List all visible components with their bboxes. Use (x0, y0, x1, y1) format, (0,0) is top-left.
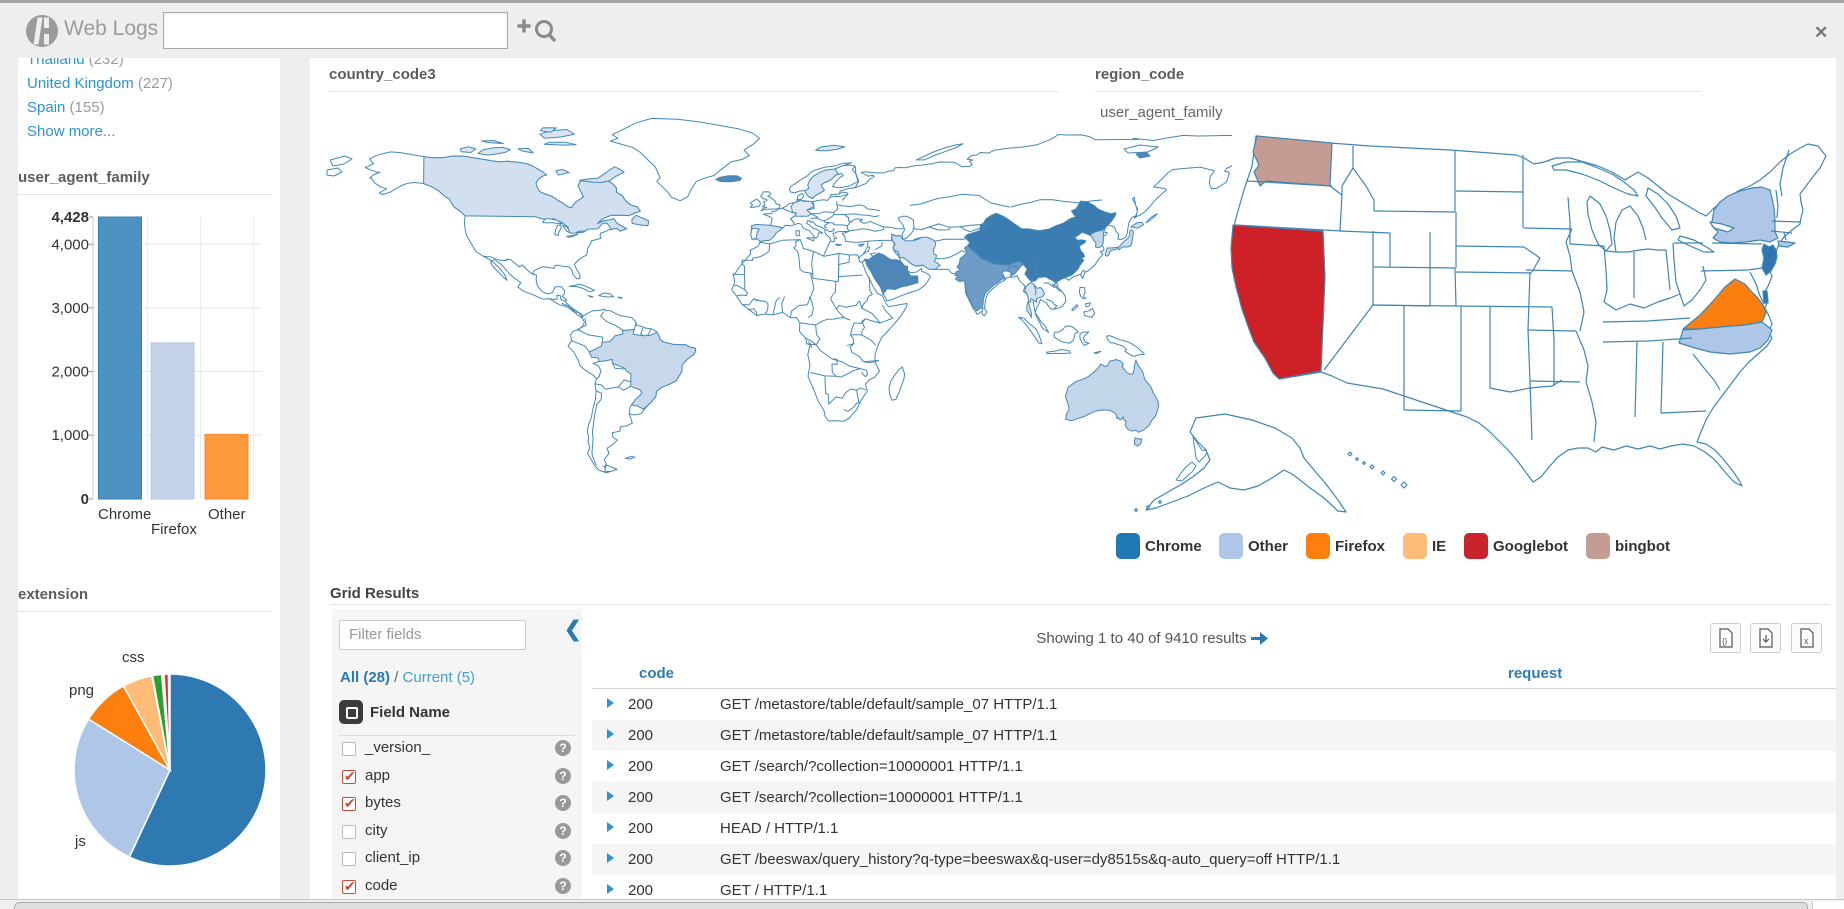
svg-text:{}: {} (1722, 637, 1728, 646)
svg-text:3,000: 3,000 (51, 300, 89, 317)
svg-text:png: png (69, 682, 94, 699)
svg-text:4,428: 4,428 (51, 209, 89, 226)
svg-text:1,000: 1,000 (51, 427, 89, 444)
svg-text:js: js (74, 833, 86, 850)
svg-text:0: 0 (81, 491, 89, 508)
svg-text:4,000: 4,000 (51, 236, 89, 253)
svg-text:x: x (1804, 636, 1809, 646)
svg-text:css: css (122, 649, 145, 666)
svg-text:2,000: 2,000 (51, 364, 89, 381)
